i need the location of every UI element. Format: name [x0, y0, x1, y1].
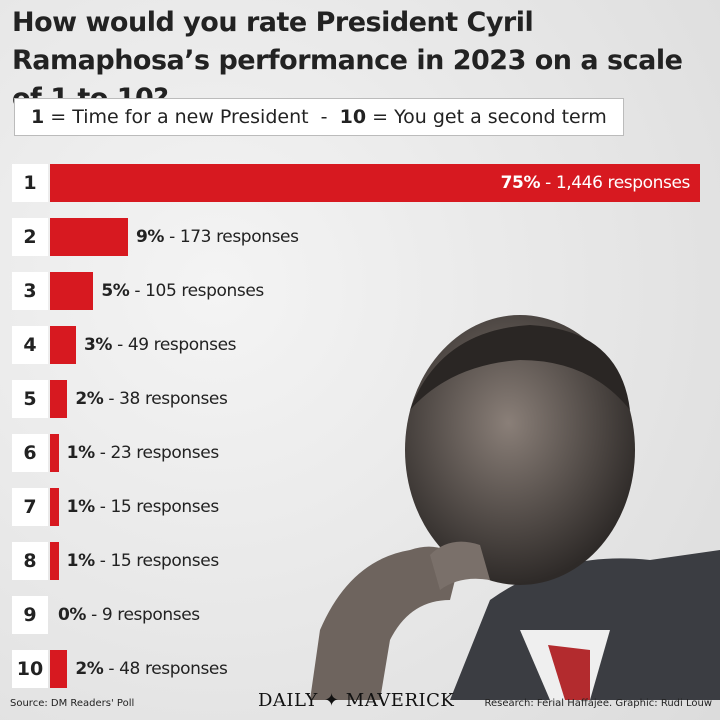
category-label: 4 [12, 326, 48, 364]
bar [50, 326, 76, 364]
legend-text: = Time for a new President [50, 106, 309, 128]
response-label: - 38 responses [108, 389, 228, 409]
bar [50, 164, 700, 202]
response-label: - 23 responses [99, 443, 219, 463]
source: Source: DM Readers' Poll [10, 698, 135, 709]
data-label: 1% - 15 responses [66, 488, 220, 526]
data-label: 1% - 15 responses [66, 542, 220, 580]
value-label: 2% [75, 389, 104, 409]
logo: DAILY ✦ MAVERICK [258, 690, 455, 711]
data-label: 5% - 105 responses [101, 272, 264, 310]
response-label: - 9 responses [91, 605, 200, 625]
response-label: - 48 responses [108, 659, 228, 679]
bar [50, 650, 68, 688]
bar [50, 218, 128, 256]
credit: Research: Ferial Haffajee. Graphic: Rudi… [484, 698, 712, 709]
value-label: 1% [66, 497, 95, 517]
bar [50, 272, 94, 310]
portrait [310, 315, 720, 700]
bar [50, 380, 68, 418]
category-label: 3 [12, 272, 48, 310]
value-label: 0% [58, 605, 87, 625]
data-label: 2% - 38 responses [75, 380, 228, 418]
response-label: - 15 responses [99, 497, 219, 517]
value-label: 75% [500, 173, 541, 193]
category-label: 6 [12, 434, 48, 472]
data-label: 0% - 9 responses [58, 596, 200, 634]
response-label: - 105 responses [134, 281, 264, 301]
data-label: 75% - 1,446 responses [500, 164, 691, 202]
category-label: 9 [12, 596, 48, 634]
legend-separator: - [320, 106, 328, 128]
category-label: 10 [12, 650, 48, 688]
value-label: 2% [75, 659, 104, 679]
value-label: 1% [66, 551, 95, 571]
logo-word: MAVERICK [345, 690, 455, 711]
legend-key: 10 [339, 106, 367, 128]
response-label: - 173 responses [169, 227, 299, 247]
logo-word: DAILY [258, 690, 318, 711]
value-label: 9% [136, 227, 165, 247]
response-label: - 15 responses [99, 551, 219, 571]
data-label: 2% - 48 responses [75, 650, 228, 688]
bar [50, 434, 59, 472]
legend-key: 1 [31, 106, 45, 128]
category-label: 1 [12, 164, 48, 202]
data-label: 1% - 23 responses [66, 434, 220, 472]
value-label: 3% [84, 335, 113, 355]
response-label: - 49 responses [117, 335, 237, 355]
category-label: 2 [12, 218, 48, 256]
bar [50, 488, 59, 526]
data-label: 9% - 173 responses [136, 218, 299, 256]
bar [50, 542, 59, 580]
data-label: 3% - 49 responses [84, 326, 237, 364]
value-label: 1% [66, 443, 95, 463]
response-label: - 1,446 responses [545, 173, 690, 193]
category-label: 7 [12, 488, 48, 526]
legend-text: = You get a second term [372, 106, 607, 128]
value-label: 5% [101, 281, 130, 301]
category-label: 8 [12, 542, 48, 580]
category-label: 5 [12, 380, 48, 418]
scale-legend: 1 = Time for a new President - 10 = You … [14, 98, 624, 136]
